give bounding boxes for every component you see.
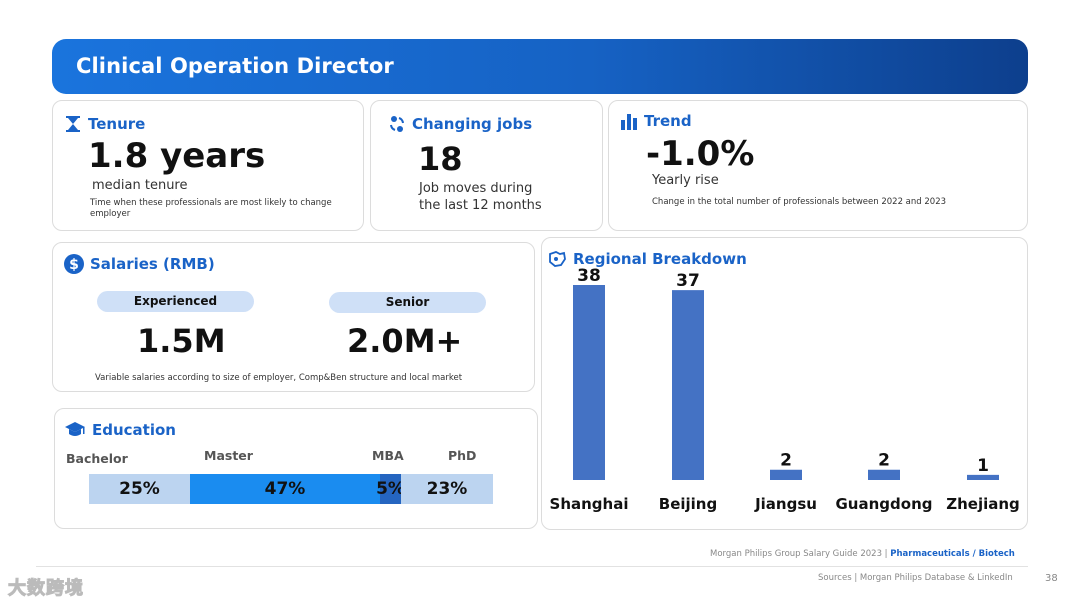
salaries-card xyxy=(52,242,535,392)
footer-guide-text: Morgan Philips Group Salary Guide 2023 | xyxy=(710,549,888,559)
category-label-zhejiang: Zhejiang xyxy=(946,495,1020,513)
education-label-master: Master xyxy=(204,448,253,463)
value-label-guangdong: 2 xyxy=(878,451,890,471)
senior-pill: Senior xyxy=(329,292,486,313)
education-heading: Education xyxy=(64,420,176,440)
map-icon xyxy=(549,251,566,267)
bar-chart-icon xyxy=(621,114,637,130)
value-label-jiangsu: 2 xyxy=(780,451,792,471)
bar-jiangsu xyxy=(770,469,802,480)
trend-label: Yearly rise xyxy=(652,173,719,188)
category-label-jiangsu: Jiangsu xyxy=(754,495,817,513)
value-label-shanghai: 38 xyxy=(577,266,601,286)
tenure-label: median tenure xyxy=(92,178,188,193)
salaries-heading: $ Salaries (RMB) xyxy=(64,254,215,274)
regional-heading-text: Regional Breakdown xyxy=(573,250,747,268)
page-number: 38 xyxy=(1045,573,1058,584)
bar-guangdong xyxy=(868,469,900,480)
trend-value: -1.0% xyxy=(646,134,755,174)
tenure-note: Time when these professionals are most l… xyxy=(90,198,332,220)
tenure-heading-text: Tenure xyxy=(88,115,146,133)
value-label-zhejiang: 1 xyxy=(977,456,989,476)
education-card xyxy=(54,408,538,529)
changing-jobs-value: 18 xyxy=(418,140,463,178)
tenure-heading: Tenure xyxy=(64,115,145,133)
trend-heading: Trend xyxy=(620,112,692,130)
footer-divider xyxy=(36,566,1028,567)
experienced-value: 1.5M xyxy=(137,322,226,360)
bar-shanghai xyxy=(573,285,605,480)
education-heading-text: Education xyxy=(92,421,176,439)
page-title: Clinical Operation Director xyxy=(76,54,394,78)
changing-jobs-label-1: Job moves during xyxy=(419,181,533,196)
education-label-bachelor: Bachelor xyxy=(66,451,128,466)
education-segment-mba: 5% xyxy=(376,474,405,504)
trend-heading-text: Trend xyxy=(644,112,692,130)
bar-zhejiang xyxy=(967,474,999,480)
changing-jobs-heading: Changing jobs xyxy=(388,115,532,133)
salaries-heading-text: Salaries (RMB) xyxy=(90,255,215,273)
footer-sources: Sources | Morgan Philips Database & Link… xyxy=(818,573,1013,583)
trend-note: Change in the total number of profession… xyxy=(652,197,947,207)
value-label-beijing: 37 xyxy=(676,271,700,291)
experienced-pill: Experienced xyxy=(97,291,254,312)
changing-jobs-card xyxy=(370,100,603,231)
footer-sector: Pharmaceuticals / Biotech xyxy=(890,549,1015,559)
category-label-shanghai: Shanghai xyxy=(550,495,629,513)
graduation-cap-icon xyxy=(65,422,85,436)
category-label-guangdong: Guangdong xyxy=(836,495,933,513)
education-label-mba: MBA xyxy=(372,448,404,463)
tenure-value: 1.8 years xyxy=(88,136,266,176)
regional-heading: Regional Breakdown xyxy=(547,250,747,268)
category-label-beijing: Beijing xyxy=(659,495,717,513)
bar-beijing xyxy=(672,290,704,480)
hourglass-icon xyxy=(66,116,80,132)
education-segment-bachelor: 25% xyxy=(89,474,190,504)
trend-card xyxy=(608,100,1028,231)
education-label-phd: PhD xyxy=(448,448,477,463)
svg-text:$: $ xyxy=(69,257,79,273)
regional-bar-chart: 38 Shanghai 37 Beijing 2 Jiangsu 2 Guangdong 1 Zh… xyxy=(550,266,1020,513)
education-segment-phd: 23% xyxy=(401,474,493,504)
dollar-icon: $ xyxy=(64,254,84,274)
changing-jobs-label-2: the last 12 months xyxy=(419,198,542,213)
tenure-card xyxy=(52,100,364,231)
footer-guide: Morgan Philips Group Salary Guide 2023 |… xyxy=(710,549,1015,559)
title-banner: Clinical Operation Director xyxy=(52,39,1028,94)
salaries-note: Variable salaries according to size of e… xyxy=(95,373,463,383)
senior-value: 2.0M+ xyxy=(347,322,463,360)
watermark: 大数跨境 xyxy=(8,578,84,600)
changing-jobs-heading-text: Changing jobs xyxy=(412,115,533,133)
regional-card xyxy=(541,237,1028,530)
education-segment-master: 47% xyxy=(190,474,380,504)
exchange-icon xyxy=(390,116,404,132)
